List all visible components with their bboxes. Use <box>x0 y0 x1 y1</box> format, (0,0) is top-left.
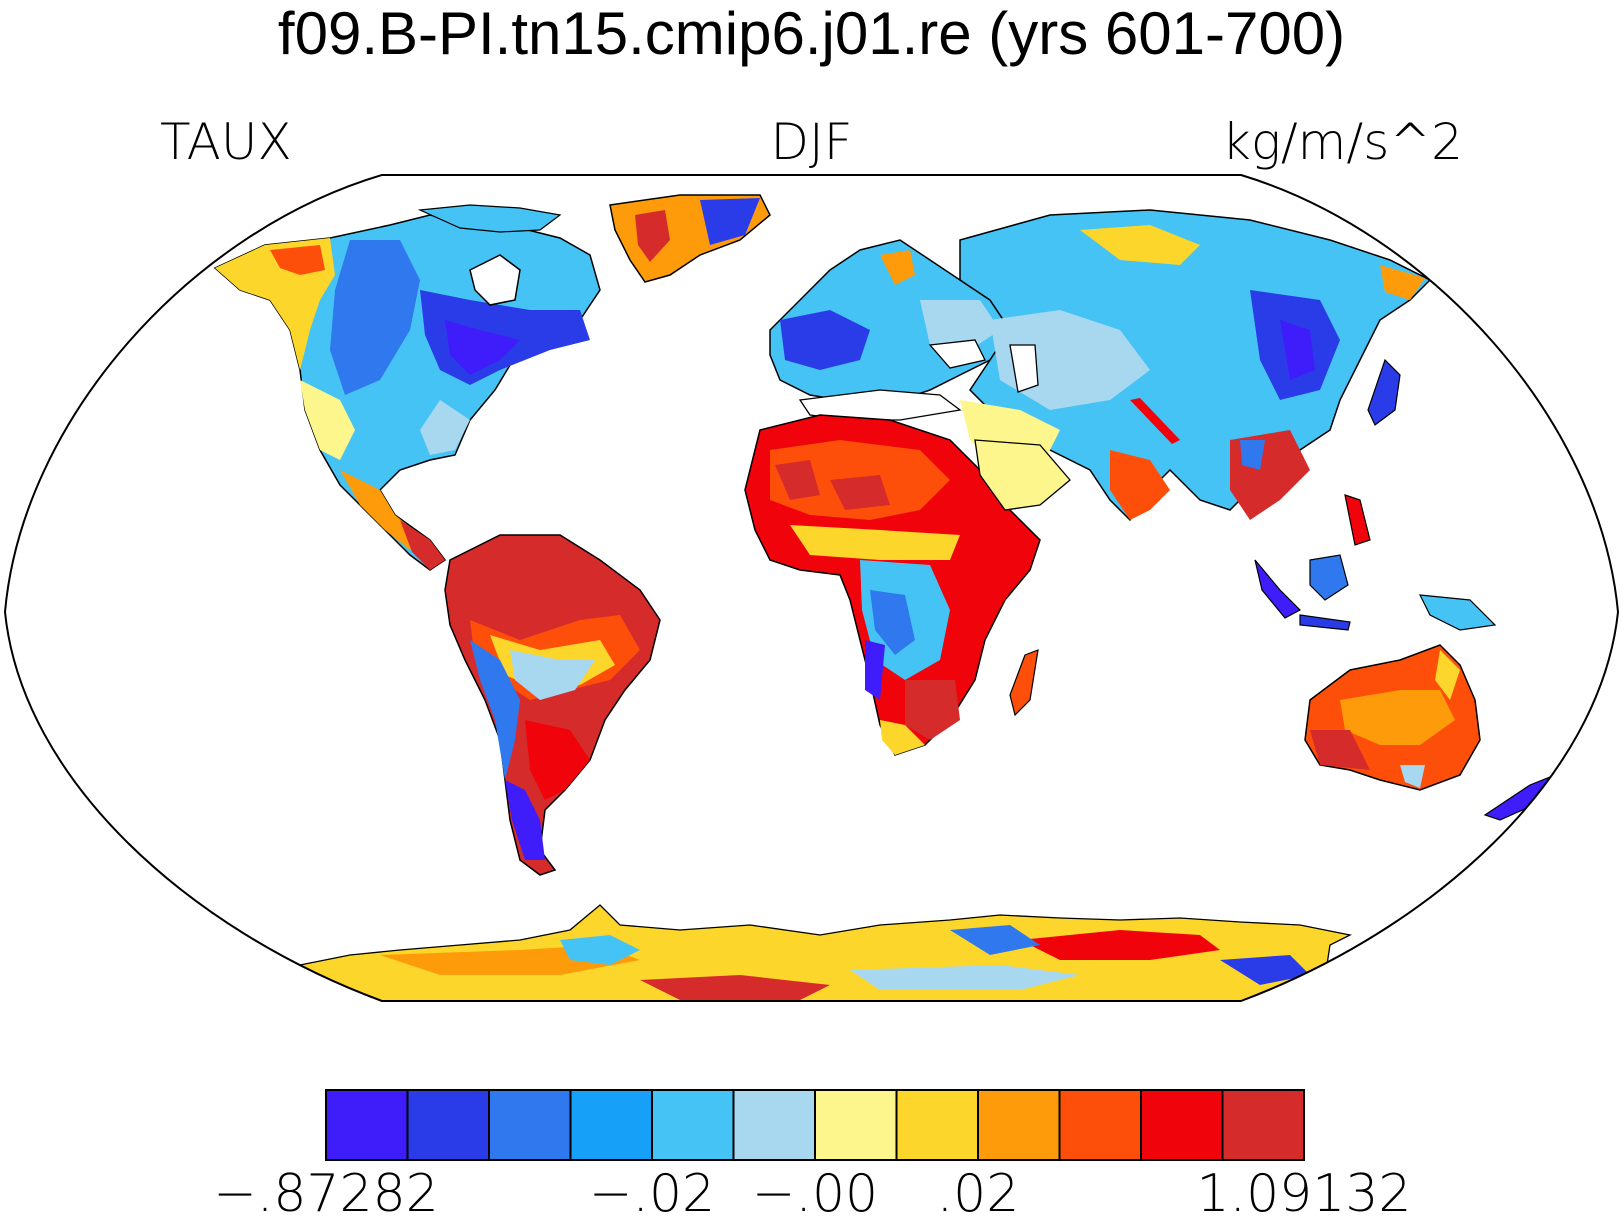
europe-east <box>920 300 1000 350</box>
black-sea <box>928 339 986 369</box>
arctic-islands <box>417 204 562 233</box>
season-label: DJF <box>770 113 853 171</box>
greenland-west-positive <box>635 210 670 262</box>
scandinavia-positive <box>880 250 915 285</box>
madagascar <box>1009 649 1039 717</box>
siberia-positive <box>1080 225 1200 265</box>
antarctica-far-east-minimum <box>1220 955 1310 985</box>
sahara-max-west <box>775 460 820 500</box>
field-name-label: TAUX <box>160 113 292 171</box>
australia-east-weak <box>1435 650 1460 700</box>
antarctica-east-positive <box>1020 930 1220 960</box>
world-map <box>3 174 1620 1002</box>
units-label: kg/m/s^2 <box>1221 113 1463 171</box>
east-asia-minimum <box>1280 320 1315 380</box>
east-africa-positive <box>960 520 1030 620</box>
australia-southwest-max <box>1310 730 1370 770</box>
caspian-sea <box>1009 344 1039 393</box>
colorbar-swatch-1 <box>406 1089 490 1161</box>
colorbar-swatch-4 <box>651 1089 735 1161</box>
asia-landmass <box>959 209 1432 522</box>
central-america-max <box>400 520 445 570</box>
na-southeast <box>420 400 470 455</box>
sahara-max-central <box>830 475 890 510</box>
australia-interior <box>1340 690 1455 745</box>
patagonia-minimum <box>505 780 545 860</box>
angola-minimum <box>865 640 885 700</box>
sa-southern-positive <box>525 720 590 800</box>
india-positive <box>1110 450 1170 520</box>
philippines <box>1344 494 1371 546</box>
colorbar <box>325 1089 1305 1161</box>
plot-title: f09.B-PI.tn15.cmip6.j01.re (yrs 601-700) <box>277 0 1346 67</box>
southern-africa-max <box>905 680 960 740</box>
colorbar-swatch-3 <box>569 1089 653 1161</box>
colorbar-label-0: −.87282 <box>213 1164 439 1224</box>
europe-west-negative <box>780 310 870 370</box>
new-guinea <box>1418 594 1497 631</box>
southern-africa-rim <box>880 720 925 755</box>
antarctica-peninsula-negative <box>560 935 640 965</box>
borneo <box>1309 554 1349 601</box>
na-western-interior <box>330 240 420 395</box>
sahel-band <box>790 525 960 560</box>
colorbar-swatch-0 <box>325 1089 409 1161</box>
japan <box>1367 358 1401 426</box>
south-america-landmass <box>444 534 661 876</box>
antarctica-landmass <box>299 904 1352 1001</box>
congo-negative <box>870 590 915 655</box>
arabian-peninsula <box>974 439 1071 511</box>
sa-central-negative <box>510 650 595 700</box>
colorbar-swatch-2 <box>488 1089 572 1161</box>
mexico-positive <box>340 470 420 550</box>
hudson-bay <box>469 254 521 306</box>
australia-south-negative <box>1400 765 1425 788</box>
greenland-east-negative <box>700 198 760 245</box>
na-minimum-region <box>445 320 520 375</box>
tibet-ridge <box>1130 398 1180 444</box>
kamchatka-positive <box>1380 265 1425 300</box>
colorbar-swatch-5 <box>732 1089 816 1161</box>
colorbar-swatch-9 <box>1058 1089 1142 1161</box>
colorbar-label-3: .02 <box>936 1164 1020 1224</box>
colorbar-label-1: −.02 <box>588 1164 716 1224</box>
antarctica-west-max <box>640 975 830 1000</box>
colorbar-swatch-8 <box>977 1089 1061 1161</box>
sumatra <box>1254 559 1301 619</box>
land-field-layer <box>213 194 1557 1001</box>
colorbar-swatch-7 <box>895 1089 979 1161</box>
colorbar-swatch-6 <box>814 1089 898 1161</box>
antarctica-east-negative <box>950 925 1040 955</box>
map-outline <box>3 174 1620 1002</box>
antarctica-interior-weak <box>850 965 1080 990</box>
colorbar-swatch-11 <box>1221 1089 1305 1161</box>
colorbar-swatch-10 <box>1140 1089 1224 1161</box>
alaska-positive <box>270 245 325 275</box>
na-southwest <box>300 380 355 460</box>
colorbar-label-2: −.00 <box>751 1164 879 1224</box>
colorbar-label-4: 1.09132 <box>1196 1164 1412 1224</box>
new-zealand <box>1483 773 1557 821</box>
andes-negative <box>470 640 520 780</box>
south-china-negative <box>1240 440 1265 470</box>
java <box>1299 614 1351 631</box>
